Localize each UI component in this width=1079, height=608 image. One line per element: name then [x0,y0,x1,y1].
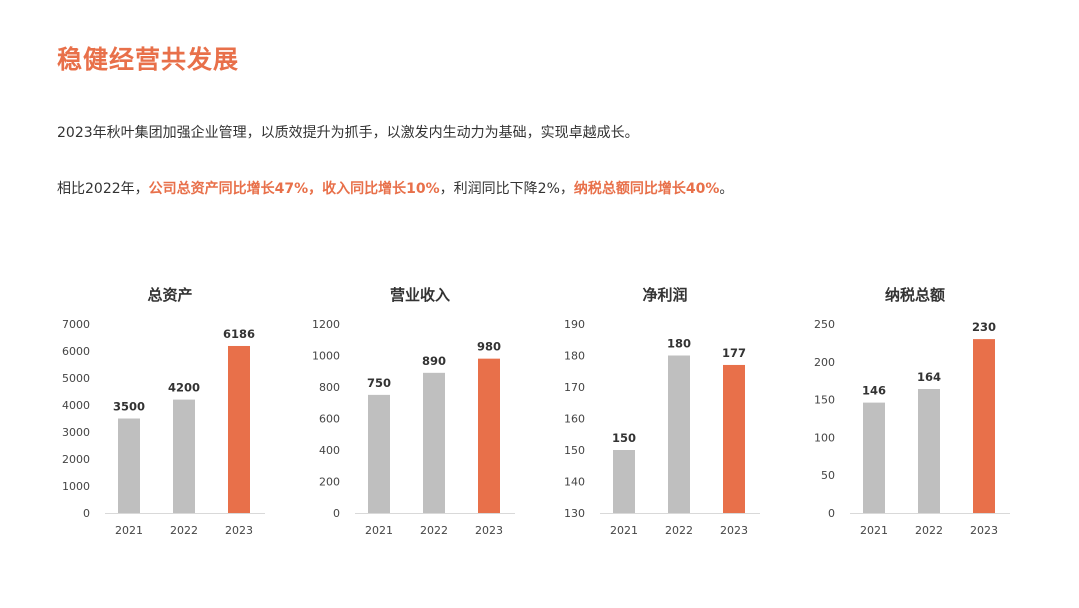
y-tick-label: 2000 [62,453,90,466]
y-tick-label: 0 [83,507,90,520]
x-tick-label: 2023 [720,524,748,537]
data-label: 980 [477,340,501,354]
y-tick-label: 800 [319,381,340,394]
data-label: 150 [612,431,636,445]
chart-tax-svg: 纳税总额 0 50 100 150 200 250 146 2021 164 2022 230 2023 [814,286,1010,537]
bar [723,364,745,513]
y-tick-label: 0 [333,507,340,520]
bar [423,372,445,513]
y-tick-label: 1000 [62,480,90,493]
y-tick-label: 600 [319,413,340,426]
bar [973,339,995,513]
data-label: 180 [667,337,691,351]
y-tick-label: 50 [821,469,835,482]
data-label: 177 [722,346,746,360]
data-label: 164 [917,370,941,384]
y-tick-label: 200 [319,476,340,489]
y-tick-label: 190 [564,318,585,331]
chart-title: 营业收入 [390,286,450,304]
y-tick-label: 140 [564,476,585,489]
data-label: 4200 [168,381,200,395]
bar [478,358,500,513]
comparison-highlight-tax: 纳税总额同比增长40% [573,181,720,197]
x-tick-label: 2022 [420,524,448,537]
y-tick-label: 250 [814,318,835,331]
x-tick-label: 2022 [915,524,943,537]
chart-revenue: 营业收入 0 200 400 600 800 1000 1200 750 2021 890 2022 9… [300,280,540,560]
y-tick-label: 6000 [62,345,90,358]
y-tick-label: 0 [828,507,835,520]
comparison-seg5: 。 [719,181,734,197]
data-label: 6186 [223,327,255,341]
y-tick-label: 160 [564,413,585,426]
bar [228,345,250,513]
comparison-paragraph: 相比2022年，公司总资产同比增长47%，收入同比增长10%，利润同比下降2%，… [57,178,733,198]
bar [118,418,140,513]
bar [368,394,390,513]
data-label: 146 [862,384,886,398]
x-tick-label: 2023 [970,524,998,537]
chart-title: 净利润 [642,286,687,304]
x-tick-label: 2023 [475,524,503,537]
intro-paragraph: 2023年秋叶集团加强企业管理，以质效提升为抓手，以激发内生动力为基础，实现卓越… [57,125,639,141]
x-tick-label: 2022 [665,524,693,537]
y-tick-label: 180 [564,350,585,363]
chart-total-assets: 总资产 0 1000 2000 3000 4000 5000 6000 7000 3500 2021… [50,280,290,560]
x-tick-label: 2021 [115,524,143,537]
comparison-highlight-assets-revenue: 公司总资产同比增长47%，收入同比增长10% [148,181,440,197]
chart-net-profit: 净利润 130 140 150 160 170 180 190 150 2021 180 2022 17… [545,280,785,560]
comparison-seg3: ，利润同比下降2%， [439,181,574,197]
y-tick-label: 3000 [62,426,90,439]
chart-total-assets-svg: 总资产 0 1000 2000 3000 4000 5000 6000 7000 3500 2021… [62,286,265,537]
y-tick-label: 1000 [312,350,340,363]
bar [613,450,635,513]
y-tick-label: 7000 [62,318,90,331]
y-tick-label: 400 [319,444,340,457]
x-tick-label: 2021 [365,524,393,537]
chart-tax: 纳税总额 0 50 100 150 200 250 146 2021 164 2022 230 2023 [795,280,1035,560]
chart-revenue-svg: 营业收入 0 200 400 600 800 1000 1200 750 2021 890 2022 9… [312,286,515,537]
y-tick-label: 5000 [62,372,90,385]
y-tick-label: 4000 [62,399,90,412]
y-tick-label: 100 [814,431,835,444]
y-tick-label: 170 [564,381,585,394]
x-tick-label: 2021 [610,524,638,537]
y-tick-label: 1200 [312,318,340,331]
data-label: 3500 [113,400,145,414]
chart-title: 总资产 [147,286,192,304]
x-tick-label: 2021 [860,524,888,537]
data-label: 230 [972,320,996,334]
comparison-seg1: 相比2022年， [57,181,149,197]
x-tick-label: 2022 [170,524,198,537]
page-title: 稳健经营共发展 [57,45,240,74]
y-tick-label: 150 [564,444,585,457]
bar [668,355,690,513]
bar [173,399,195,513]
bar [918,389,940,513]
data-label: 750 [367,376,391,390]
data-label: 890 [422,354,446,368]
chart-title: 纳税总额 [885,286,945,304]
chart-net-profit-svg: 净利润 130 140 150 160 170 180 190 150 2021 180 2022 17… [564,286,760,537]
bar [863,402,885,513]
y-tick-label: 200 [814,356,835,369]
x-tick-label: 2023 [225,524,253,537]
y-tick-label: 150 [814,394,835,407]
y-tick-label: 130 [564,507,585,520]
